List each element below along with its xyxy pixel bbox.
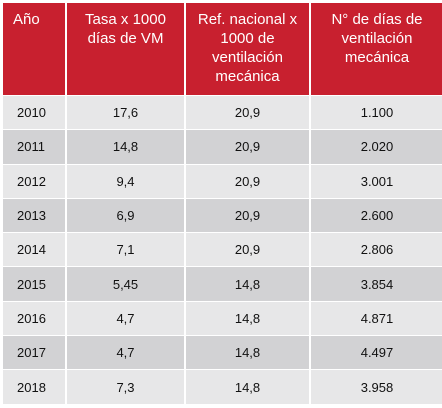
cell-national-ref: 14,8 [186, 301, 309, 336]
cell-rate: 7,3 [67, 370, 184, 404]
cell-year: 2013 [3, 198, 65, 233]
cell-national-ref: 14,8 [186, 267, 309, 301]
cell-national-ref: 14,8 [186, 336, 309, 370]
cell-year: 2015 [3, 267, 65, 301]
cell-national-ref: 20,9 [186, 96, 309, 130]
cell-year: 2016 [3, 301, 65, 336]
cell-rate: 9,4 [67, 164, 184, 198]
cell-ventilation-days: 4.497 [311, 336, 442, 370]
cell-rate: 17,6 [67, 96, 184, 130]
cell-ventilation-days: 4.871 [311, 301, 442, 336]
cell-rate: 5,45 [67, 267, 184, 301]
cell-rate: 6,9 [67, 198, 184, 233]
cell-rate: 4,7 [67, 336, 184, 370]
cell-ventilation-days: 3.958 [311, 370, 442, 404]
cell-ventilation-days: 2.020 [311, 130, 442, 164]
cell-year: 2012 [3, 164, 65, 198]
header-national-ref: Ref. nacional x 1000 de ventilación mecá… [186, 3, 309, 95]
data-table: Año Tasa x 1000 días de VM Ref. nacional… [3, 3, 442, 405]
header-year: Año [3, 3, 65, 95]
cell-rate: 14,8 [67, 130, 184, 164]
cell-national-ref: 20,9 [186, 233, 309, 267]
cell-national-ref: 20,9 [186, 198, 309, 233]
cell-ventilation-days: 2.806 [311, 233, 442, 267]
header-rate: Tasa x 1000 días de VM [67, 3, 184, 95]
cell-ventilation-days: 3.001 [311, 164, 442, 198]
cell-national-ref: 20,9 [186, 164, 309, 198]
cell-national-ref: 20,9 [186, 130, 309, 164]
cell-ventilation-days: 1.100 [311, 96, 442, 130]
cell-year: 2010 [3, 96, 65, 130]
cell-year: 2018 [3, 370, 65, 404]
cell-ventilation-days: 2.600 [311, 198, 442, 233]
cell-rate: 4,7 [67, 301, 184, 336]
cell-year: 2017 [3, 336, 65, 370]
cell-ventilation-days: 3.854 [311, 267, 442, 301]
cell-year: 2011 [3, 130, 65, 164]
cell-national-ref: 14,8 [186, 370, 309, 404]
cell-rate: 7,1 [67, 233, 184, 267]
cell-year: 2014 [3, 233, 65, 267]
header-ventilation-days: N° de días de ventilación mecánica [311, 3, 442, 95]
